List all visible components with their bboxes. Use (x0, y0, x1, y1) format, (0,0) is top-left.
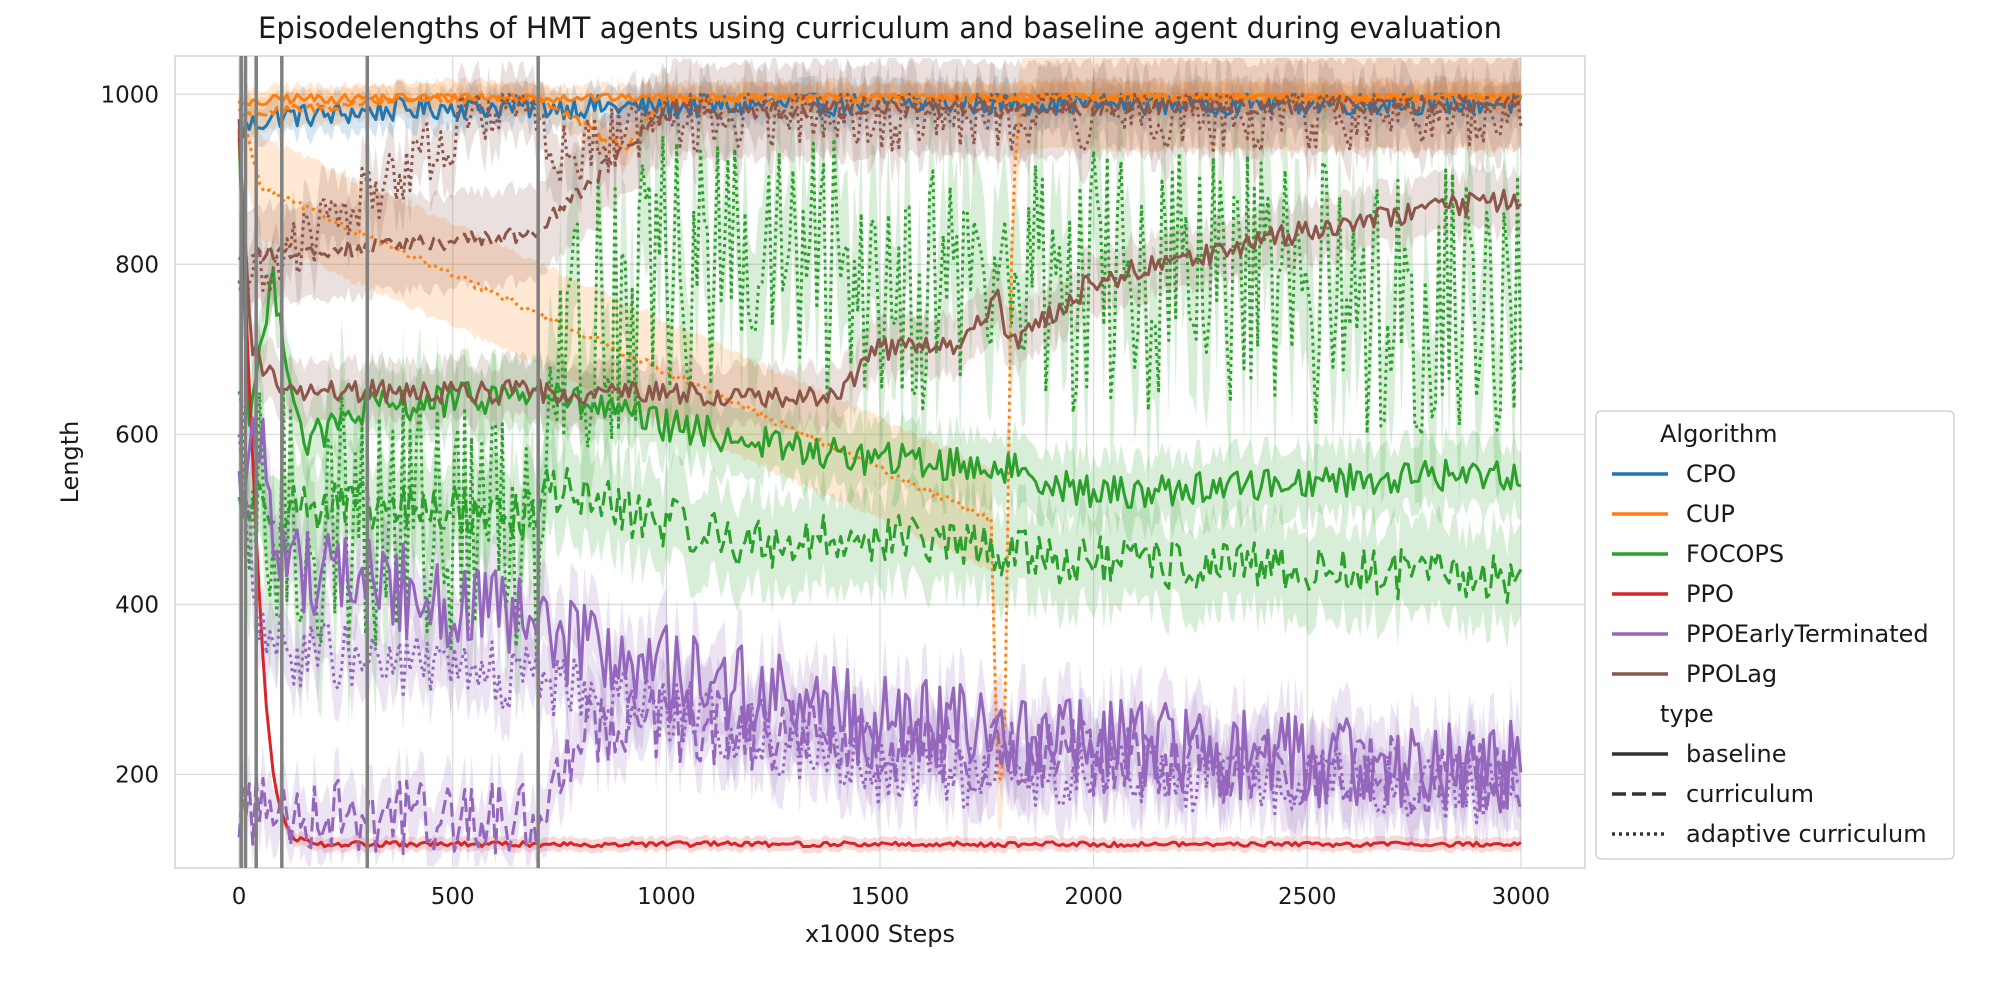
band-cup-adaptive-curriculum (239, 57, 1521, 831)
legend-frame (1595, 410, 1955, 860)
legend-label-focops: FOCOPS (1686, 540, 1784, 568)
line-ppoearlyterminated-curriculum (237, 685, 1523, 856)
legend-label-ppoearlyterminated: PPOEarlyTerminated (1686, 620, 1929, 648)
y-tick-label: 400 (115, 592, 159, 618)
vertical-markers (239, 56, 540, 868)
axis-ticks: 0 500 1000 1500 2000 2500 3000 200 400 600 800 1000 (100, 82, 1550, 910)
band-focops-curriculum (239, 421, 1521, 650)
y-tick-label: 600 (115, 422, 159, 448)
legend-title-algorithm: Algorithm (1660, 420, 1778, 448)
x-tick-label: 2000 (1064, 884, 1123, 910)
line-cup-adaptive-curriculum (237, 93, 1522, 781)
x-tick-label: 1000 (637, 884, 696, 910)
line-ppolag-baseline (237, 119, 1523, 409)
band-ppoearlyterminated-baseline (239, 379, 1521, 851)
x-tick-label: 2500 (1278, 884, 1337, 910)
line-ppolag-adaptive-curriculum (237, 92, 1523, 307)
x-axis-label: x1000 Steps (805, 920, 955, 948)
legend-label-ppolag: PPOLag (1686, 660, 1777, 688)
x-tick-label: 3000 (1492, 884, 1551, 910)
line-focops-adaptive-curriculum (237, 134, 1523, 660)
line-focops-baseline (237, 137, 1522, 509)
y-tick-label: 1000 (100, 82, 159, 108)
chart-title: Episodelengths of HMT agents using curri… (258, 11, 1502, 45)
legend-label-adaptive-curriculum: adaptive curriculum (1686, 820, 1927, 848)
legend: Algorithm CPO CUP FOCOPS PPO PPOEarlyTerminat… (1595, 410, 1955, 860)
plot-area (174, 55, 1586, 869)
x-tick-label: 500 (431, 884, 475, 910)
band-ppoearlyterminated-adaptive-curriculum (239, 400, 1521, 857)
line-cup-curriculum (239, 92, 1523, 152)
y-axis-label: Length (56, 421, 84, 504)
x-tick-label: 1500 (851, 884, 910, 910)
legend-label-ppo: PPO (1686, 580, 1734, 608)
legend-label-cup: CUP (1686, 500, 1735, 528)
y-tick-label: 200 (115, 762, 159, 788)
x-tick-label: 0 (232, 884, 247, 910)
line-ppolag-curriculum (237, 94, 1523, 262)
legend-label-cpo: CPO (1686, 460, 1736, 488)
legend-label-baseline: baseline (1686, 740, 1787, 768)
line-ppoearlyterminated-adaptive-curriculum (237, 434, 1522, 825)
band-ppolag-adaptive-curriculum (239, 60, 1521, 340)
legend-title-type: type (1660, 700, 1714, 728)
line-focops-curriculum (237, 466, 1523, 605)
series-lines (237, 92, 1523, 856)
line-ppoearlyterminated-baseline (237, 416, 1523, 814)
band-ppolag-curriculum (239, 57, 1521, 307)
y-tick-label: 800 (115, 252, 159, 278)
legend-label-curriculum: curriculum (1686, 780, 1814, 808)
